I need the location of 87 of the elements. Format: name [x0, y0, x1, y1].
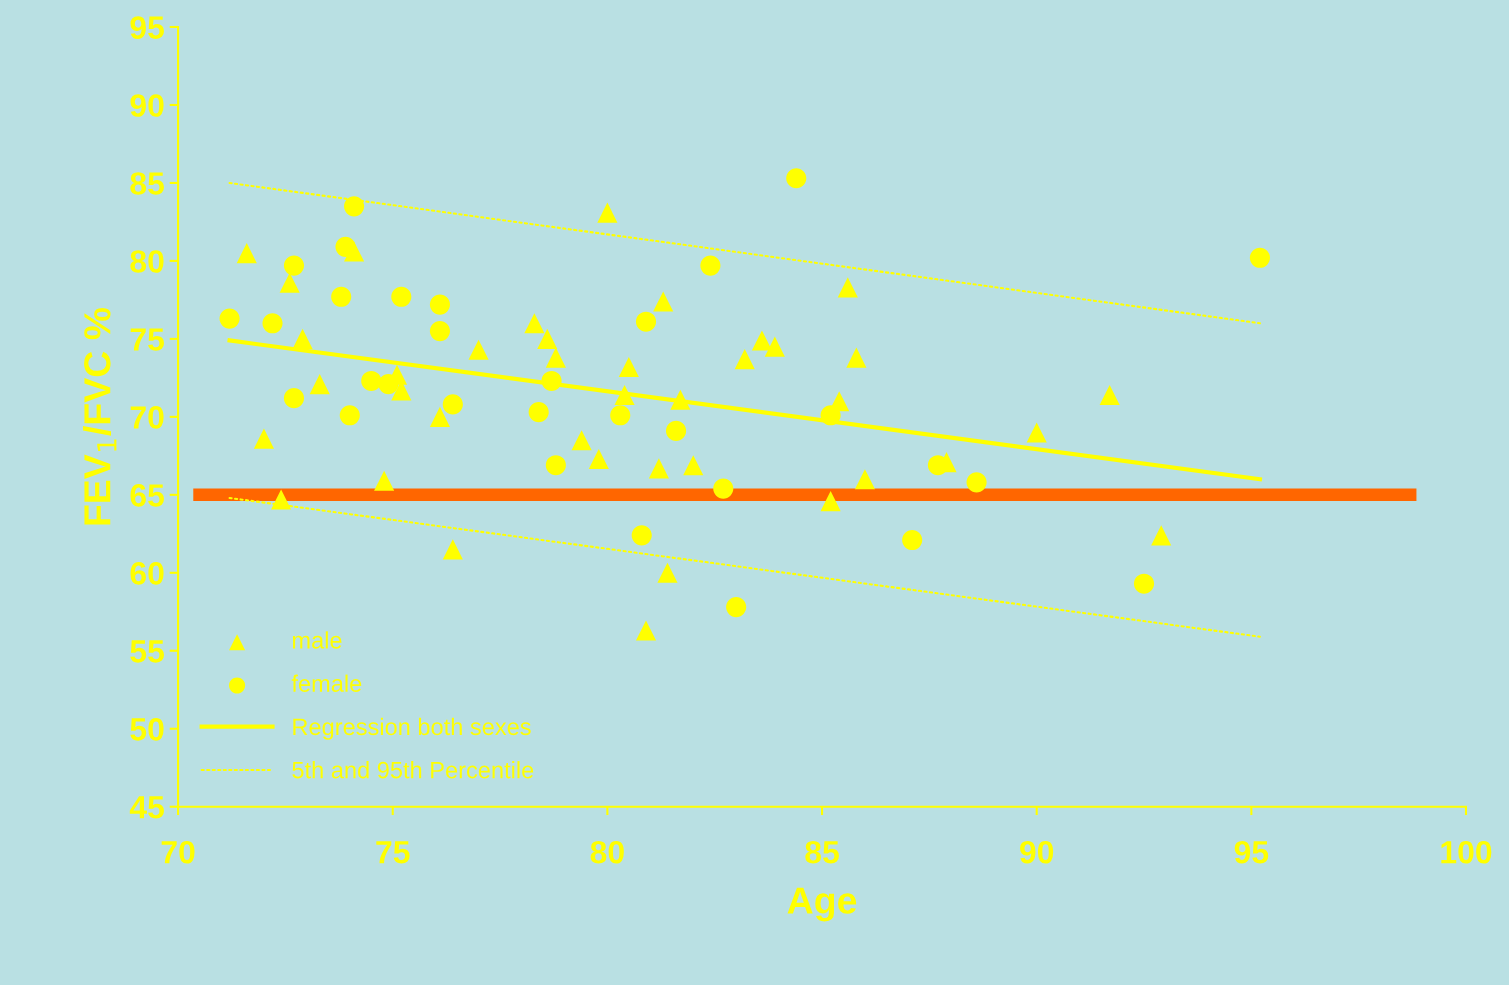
y-tick-label: 65 — [130, 484, 164, 507]
x-axis-title: Age — [787, 887, 857, 922]
point — [571, 430, 592, 451]
point — [820, 491, 841, 512]
point — [236, 243, 257, 264]
point — [670, 389, 691, 410]
point — [648, 458, 669, 479]
y-tick-label: 50 — [130, 718, 164, 741]
point — [614, 384, 635, 406]
point — [309, 374, 330, 395]
point — [1249, 247, 1270, 268]
point — [344, 196, 365, 217]
point — [331, 286, 352, 307]
point — [764, 336, 785, 357]
point — [713, 478, 734, 499]
point — [635, 311, 657, 332]
point — [537, 328, 558, 349]
point — [374, 470, 395, 491]
x-tick-label: 80 — [590, 840, 624, 864]
point — [683, 455, 704, 476]
y-tick-label: 60 — [130, 562, 164, 585]
y-tick-label: 75 — [130, 328, 164, 351]
point — [1099, 384, 1120, 406]
point — [966, 472, 987, 493]
point — [666, 420, 687, 441]
point — [219, 308, 240, 329]
point — [283, 388, 305, 409]
point — [442, 394, 463, 415]
point — [545, 347, 566, 368]
y-tick-label: 90 — [130, 94, 164, 117]
point — [751, 330, 772, 351]
y-tick-label: 45 — [129, 796, 164, 819]
point — [1026, 422, 1047, 443]
point — [442, 539, 463, 560]
point — [597, 202, 618, 223]
point — [271, 489, 292, 510]
point — [588, 448, 609, 470]
point — [292, 328, 313, 349]
legend-label: Regression both sexes — [293, 717, 531, 740]
point — [734, 349, 755, 370]
point — [283, 255, 305, 276]
y-tick-label: 80 — [130, 250, 164, 273]
point — [786, 168, 807, 189]
point — [524, 313, 545, 334]
y-tick-label: 85 — [130, 172, 164, 195]
point — [837, 277, 858, 298]
point — [391, 286, 412, 307]
x-tick-label: 70 — [161, 840, 195, 864]
legend-label: male — [292, 631, 342, 649]
point — [545, 455, 566, 476]
y-tick-label: 70 — [130, 406, 164, 429]
y-tick-label: 95 — [130, 16, 164, 39]
point — [344, 241, 365, 262]
legend-label: female — [291, 674, 362, 692]
point — [339, 405, 360, 426]
x-tick-label: 90 — [1020, 840, 1054, 864]
point — [262, 313, 283, 334]
point — [657, 562, 678, 583]
point — [726, 597, 747, 618]
y-tick-label: 55 — [130, 640, 164, 663]
point — [653, 291, 674, 312]
point — [429, 406, 451, 427]
point — [854, 469, 876, 490]
point — [279, 272, 300, 293]
point — [429, 321, 451, 342]
point — [902, 529, 923, 551]
x-tick-label: 75 — [376, 841, 410, 864]
legend-label: 5th and 95th Percentile — [292, 761, 534, 779]
point — [635, 620, 657, 641]
point — [610, 405, 631, 426]
point — [541, 370, 562, 392]
point — [468, 339, 489, 360]
point — [361, 370, 382, 392]
point — [1133, 573, 1155, 594]
point — [1151, 525, 1172, 546]
point — [700, 255, 721, 276]
point — [528, 402, 549, 423]
point — [846, 347, 867, 368]
x-tick-label: 95 — [1234, 840, 1269, 864]
y-axis-title: FEV$_{1}$/FVC % — [83, 307, 117, 525]
point — [253, 428, 274, 449]
point — [429, 294, 451, 315]
x-tick-label: 85 — [805, 840, 839, 864]
point — [631, 525, 652, 546]
point — [618, 356, 639, 378]
point — [829, 391, 850, 412]
x-tick-label: 100 — [1441, 840, 1492, 864]
